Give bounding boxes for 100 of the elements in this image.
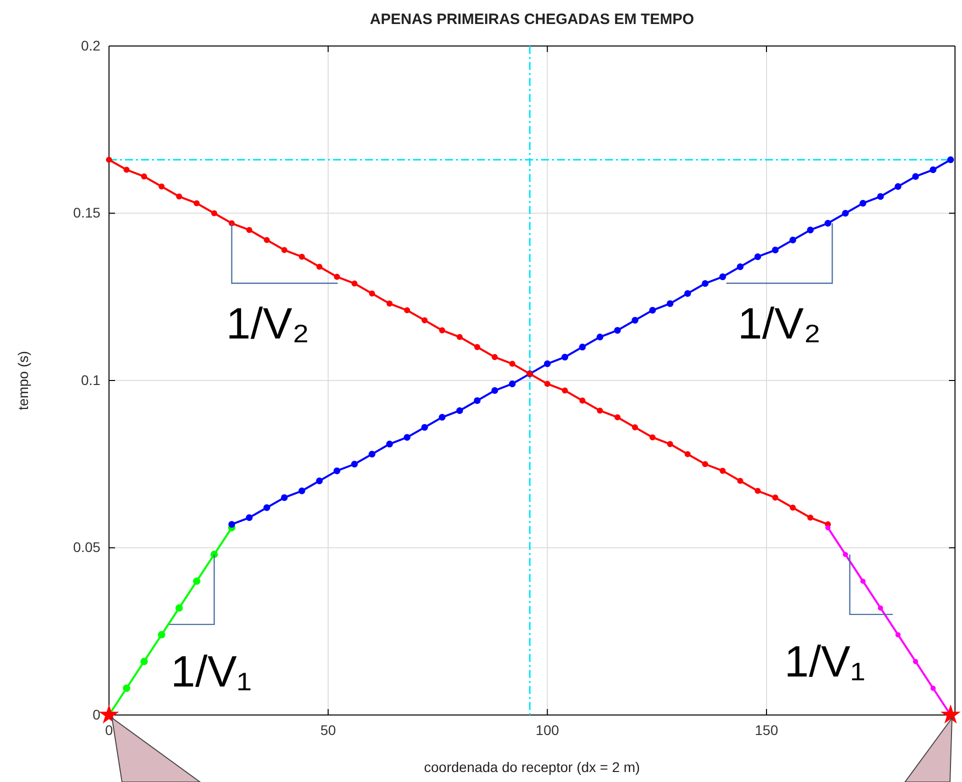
point <box>140 658 148 666</box>
point <box>192 578 200 585</box>
point <box>386 440 393 448</box>
point <box>439 327 446 334</box>
annotation: 1/V₁ <box>170 647 252 696</box>
point <box>754 253 762 260</box>
point <box>895 632 901 638</box>
point <box>842 210 849 217</box>
point <box>878 605 884 611</box>
point <box>422 317 428 324</box>
point <box>474 397 481 404</box>
point <box>334 274 340 280</box>
point <box>334 467 340 474</box>
point <box>316 477 323 484</box>
point <box>298 254 305 260</box>
x-axis-title: coordenada do receptor (dx = 2 m) <box>424 759 640 775</box>
x-tick-label: 100 <box>536 722 560 738</box>
point <box>942 706 960 723</box>
point <box>281 247 288 254</box>
point <box>702 461 708 468</box>
point <box>438 414 446 421</box>
point <box>737 478 744 484</box>
point <box>912 173 919 180</box>
point <box>562 354 568 360</box>
point <box>579 344 586 350</box>
point <box>509 360 516 367</box>
point <box>124 166 130 173</box>
point <box>842 552 848 558</box>
y-tick-label: 0 <box>92 706 101 722</box>
point <box>562 388 568 394</box>
y-axis-title: tempo (s) <box>15 350 31 410</box>
point <box>280 494 288 501</box>
point <box>702 280 709 287</box>
point <box>632 316 638 324</box>
point <box>825 525 830 530</box>
point <box>491 387 498 394</box>
point <box>544 380 550 387</box>
point <box>824 220 832 227</box>
point <box>772 246 779 254</box>
point <box>106 156 112 163</box>
point <box>614 414 620 420</box>
x-tick-label: 50 <box>320 722 336 738</box>
point <box>175 604 183 612</box>
point <box>194 200 200 206</box>
x-tick-label: 150 <box>754 722 778 738</box>
point <box>649 306 656 314</box>
point <box>720 468 726 474</box>
point <box>176 194 182 200</box>
point <box>790 504 796 511</box>
point <box>122 684 130 692</box>
point <box>860 578 866 584</box>
point <box>596 334 604 340</box>
point <box>719 273 726 280</box>
point <box>492 354 498 360</box>
chart-title: APENAS PRIMEIRAS CHEGADAS EM TEMPO <box>370 11 694 28</box>
point <box>806 226 814 234</box>
point <box>404 307 410 314</box>
point <box>912 658 918 664</box>
point <box>596 408 603 414</box>
point <box>736 263 744 270</box>
point <box>246 226 252 233</box>
point <box>930 166 936 174</box>
point <box>789 236 796 244</box>
annotation: 1/V₂ <box>226 299 310 348</box>
point <box>264 236 270 244</box>
point <box>579 398 586 404</box>
point <box>421 424 428 431</box>
y-tick-label: 0.1 <box>80 372 101 388</box>
point <box>877 193 884 200</box>
point <box>772 494 778 501</box>
y-tick-label: 0.2 <box>80 37 101 54</box>
point <box>263 504 270 511</box>
point <box>404 434 410 441</box>
point <box>386 300 393 307</box>
point <box>246 514 253 522</box>
point <box>650 434 656 440</box>
point <box>614 326 621 334</box>
point <box>474 344 480 350</box>
point <box>158 631 166 638</box>
point <box>666 300 674 307</box>
point <box>316 264 322 270</box>
point <box>684 290 691 297</box>
point <box>368 450 376 458</box>
point <box>632 424 638 430</box>
point <box>754 488 761 494</box>
point <box>158 183 165 190</box>
point <box>456 334 463 340</box>
point <box>351 280 358 287</box>
x-tick-label: 0 <box>105 722 114 738</box>
point <box>100 706 118 723</box>
point <box>947 156 954 164</box>
annotation: 1/V₁ <box>784 637 866 686</box>
point <box>456 407 464 414</box>
point <box>930 686 936 691</box>
point <box>368 290 376 297</box>
point <box>807 514 814 521</box>
point <box>298 488 306 494</box>
point <box>544 360 551 368</box>
point <box>860 200 866 207</box>
point <box>351 460 358 468</box>
